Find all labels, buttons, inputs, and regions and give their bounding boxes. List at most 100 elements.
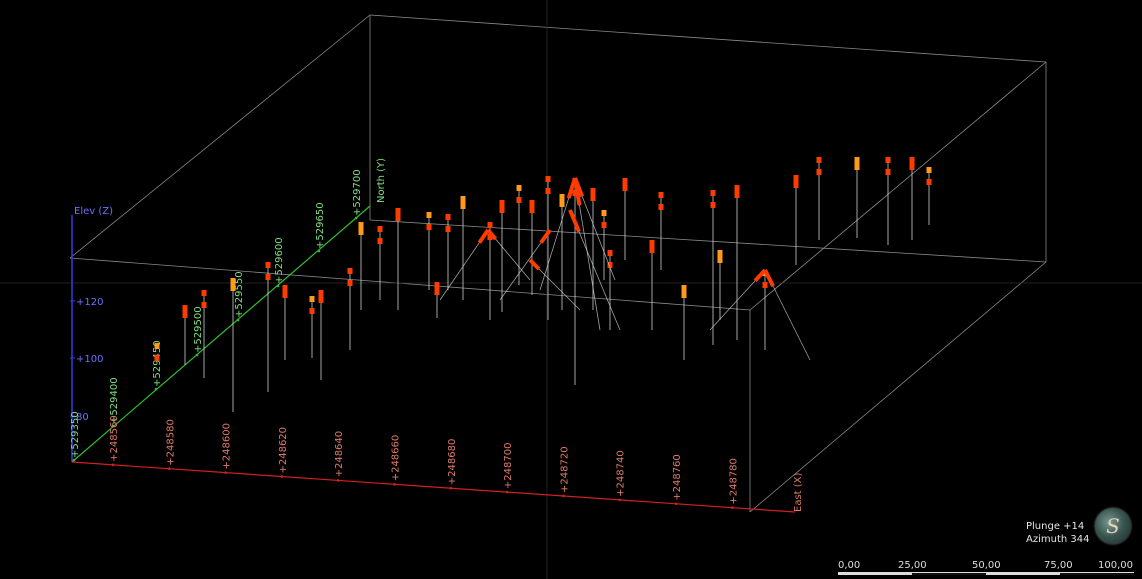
drillhole-interval bbox=[710, 190, 716, 196]
elev-tick-label: +120 bbox=[76, 297, 103, 308]
drillhole-interval bbox=[753, 268, 767, 283]
drillhole-interval bbox=[539, 228, 552, 244]
drillhole-interval bbox=[395, 208, 401, 221]
east-tick-label: +248560 bbox=[109, 415, 120, 462]
north-tick-label: +529400 bbox=[109, 377, 120, 424]
drillhole-interval bbox=[347, 268, 353, 274]
east-tick-label: +248660 bbox=[391, 435, 402, 482]
drillhole-interval bbox=[499, 200, 505, 213]
drillhole-interval bbox=[230, 278, 236, 291]
drillhole-interval bbox=[734, 185, 740, 198]
box-edge bbox=[749, 61, 1047, 311]
scale-segment bbox=[986, 572, 1060, 575]
app-logo-icon[interactable]: S bbox=[1095, 508, 1131, 544]
drillhole-interval bbox=[601, 222, 607, 228]
box-edge bbox=[369, 14, 1047, 63]
drillhole-interval bbox=[282, 285, 288, 298]
east-tick-mark bbox=[224, 471, 227, 474]
east-axis-label: East (X) bbox=[793, 472, 804, 512]
plunge-label: Plunge +14 bbox=[1026, 521, 1085, 532]
north-tick-mark bbox=[317, 249, 321, 253]
drillhole-interval bbox=[885, 169, 891, 175]
drillhole-interval bbox=[434, 282, 440, 295]
east-tick-label: +248700 bbox=[503, 443, 514, 490]
drillhole-interval bbox=[816, 169, 822, 175]
elev-ticks: +120 +100 80 bbox=[70, 297, 103, 423]
drillhole-interval bbox=[658, 204, 664, 210]
east-tick-mark bbox=[505, 490, 509, 494]
drillhole-interval bbox=[607, 262, 613, 268]
east-tick-label: +248680 bbox=[447, 439, 458, 486]
box-edge bbox=[369, 219, 1047, 263]
north-axis-line bbox=[71, 205, 371, 463]
east-tick-label: +248600 bbox=[222, 423, 233, 470]
drillhole-interval bbox=[460, 196, 466, 209]
north-tick-mark bbox=[236, 318, 240, 322]
azimuth-label: Azimuth 344 bbox=[1026, 534, 1090, 545]
scale-label: 25,00 bbox=[898, 560, 927, 571]
box-edge bbox=[69, 257, 751, 311]
drillhole-interval bbox=[607, 250, 613, 256]
drillhole-interval bbox=[816, 157, 822, 163]
elev-tick-label: +100 bbox=[76, 354, 103, 365]
drillhole-interval bbox=[793, 175, 799, 188]
drillhole-interval bbox=[590, 188, 596, 201]
east-tick-mark bbox=[674, 502, 678, 506]
orientation-readout: Plunge +14 Azimuth 344 bbox=[1026, 520, 1089, 546]
drillhole-interval bbox=[309, 308, 315, 314]
north-tick-label: +529600 bbox=[274, 237, 285, 284]
drillhole-interval bbox=[486, 228, 498, 241]
east-tick-mark bbox=[562, 494, 565, 498]
bounding-box bbox=[69, 14, 1047, 513]
box-edge bbox=[749, 261, 1047, 513]
north-tick-mark bbox=[111, 424, 115, 428]
north-tick-label: +529350 bbox=[70, 411, 81, 458]
drillhole-interval bbox=[182, 305, 188, 318]
drillhole-interval bbox=[601, 210, 607, 216]
drillhole-interval bbox=[909, 157, 915, 170]
drillhole-interval bbox=[559, 194, 565, 207]
drillhole-interval bbox=[445, 214, 451, 220]
east-tick-mark bbox=[618, 498, 621, 502]
north-tick-label: +529450 bbox=[152, 340, 163, 387]
drillhole-interval bbox=[573, 177, 582, 206]
drillhole-interval bbox=[681, 285, 687, 298]
north-tick-mark bbox=[195, 353, 199, 357]
north-axis-label: North (Y) bbox=[376, 158, 387, 203]
drillhole-interval bbox=[426, 212, 432, 218]
east-tick-mark bbox=[336, 479, 340, 482]
east-ticks: +248560 +248580 +248600 +248620 +248640 +2486… bbox=[109, 415, 739, 509]
scale-segment bbox=[1060, 572, 1134, 575]
drillhole-interval bbox=[377, 238, 383, 244]
drillhole-interval bbox=[516, 185, 522, 191]
east-tick-mark bbox=[393, 483, 396, 486]
drillhole-interval bbox=[658, 192, 664, 198]
east-tick-mark bbox=[731, 506, 734, 509]
drillholes[interactable] bbox=[154, 157, 932, 412]
north-tick-label: +529650 bbox=[315, 202, 326, 249]
drillhole-interval bbox=[201, 302, 207, 308]
elev-tick-label: 80 bbox=[76, 412, 89, 423]
drillhole-interval bbox=[318, 290, 324, 303]
scale-label: 50,00 bbox=[972, 560, 1001, 571]
east-axis-line bbox=[71, 461, 796, 513]
scale-bar: 0,00 25,00 50,00 75,00 100,00 bbox=[836, 560, 1136, 576]
east-tick-label: +248760 bbox=[672, 454, 683, 501]
north-tick-mark bbox=[276, 284, 280, 288]
scale-segment bbox=[838, 572, 912, 575]
north-tick-label: +529550 bbox=[234, 271, 245, 318]
drillhole-interval bbox=[926, 167, 932, 173]
drillhole-interval bbox=[529, 200, 535, 213]
north-tick-mark bbox=[354, 216, 358, 220]
drillhole-interval bbox=[347, 280, 353, 286]
drillhole-interval bbox=[477, 228, 490, 244]
drillhole-interval bbox=[545, 188, 551, 194]
scale-label: 100,00 bbox=[1098, 560, 1133, 571]
north-tick-label: +529500 bbox=[193, 306, 204, 353]
drillhole-interval bbox=[710, 202, 716, 208]
drillhole-interval bbox=[622, 178, 628, 191]
drillhole-interval bbox=[885, 157, 891, 163]
drillhole-interval bbox=[528, 258, 541, 271]
